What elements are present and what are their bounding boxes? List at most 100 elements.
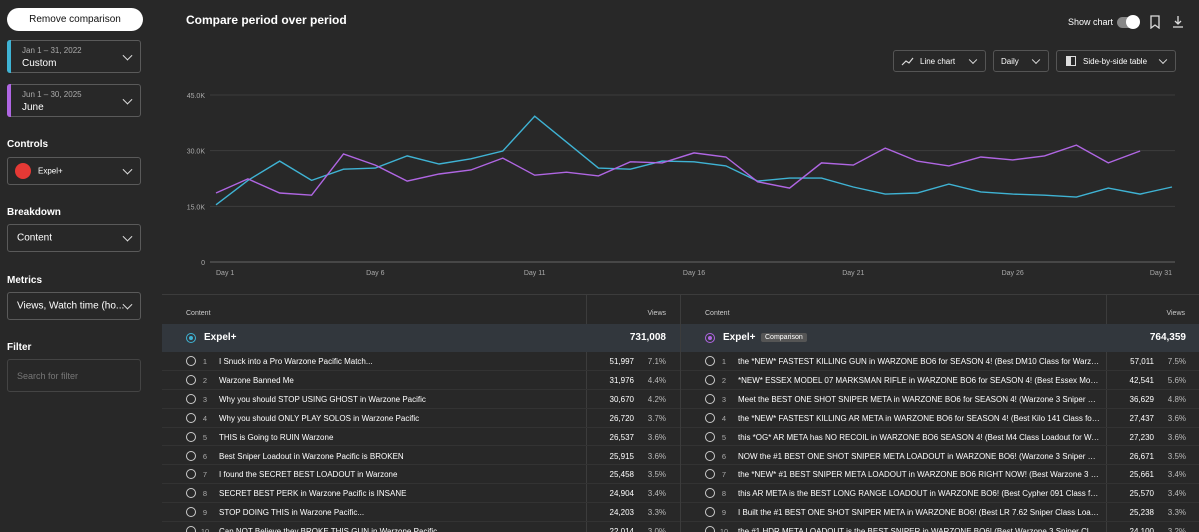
radio-button[interactable] (186, 507, 196, 518)
x-tick-label: Day 16 (683, 270, 705, 277)
row-number: 6 (721, 451, 727, 461)
show-chart-label: Show chart (1068, 17, 1114, 27)
views: 31,976 (609, 375, 634, 385)
breakdown-dropdown[interactable]: Content (7, 224, 141, 252)
views: 42,541 (1129, 375, 1154, 385)
radio-button[interactable] (705, 507, 715, 518)
period-selector[interactable]: Jan 1 – 31, 2022 Custom (7, 40, 141, 73)
table: Content Views Expel+ 731,008 1 I Snuck into a… (162, 295, 680, 532)
download-icon[interactable] (1172, 15, 1184, 29)
chart: 0 15.0K 30.0K 45.0K Day 1 Day 6 Day 11 Day 16 Da… (187, 93, 1175, 277)
chevron (968, 55, 978, 65)
views: 25,661 (1129, 470, 1154, 480)
share: 3.6% (1167, 432, 1186, 442)
controls-dropdown[interactable]: Expel+ (7, 157, 141, 185)
row-number: 10 (200, 527, 210, 532)
chevron (1031, 55, 1041, 65)
table-mode-dropdown[interactable]: Side-by-side table (1056, 50, 1176, 72)
remove-comparison-button[interactable]: Remove comparison (7, 8, 143, 31)
radio-button[interactable] (705, 393, 715, 404)
table-row: 7 the *NEW* #1 BEST SNIPER META LOADOUT i… (681, 465, 1199, 485)
video-title: Best Sniper Loadout in Warzone Pacific i… (219, 451, 404, 461)
radio-button[interactable] (186, 488, 196, 499)
radio-button[interactable] (186, 412, 196, 423)
page-title: Compare period over period (186, 13, 347, 27)
metrics-dropdown[interactable]: Views, Watch time (ho... (7, 292, 141, 320)
radio-button[interactable] (186, 526, 196, 532)
column-divider (1106, 295, 1107, 532)
radio-button[interactable] (186, 333, 196, 343)
row-number: 6 (202, 451, 208, 461)
radio-button[interactable] (186, 374, 196, 385)
interval-dropdown[interactable]: Daily (993, 50, 1049, 72)
filter-input[interactable]: Search for filter (7, 359, 141, 392)
radio-button[interactable] (705, 412, 715, 423)
views: 22,014 (609, 527, 634, 532)
period-color (7, 84, 11, 117)
section-heading: Controls (7, 139, 49, 150)
bookmark-icon[interactable] (1149, 15, 1161, 29)
radio-button[interactable] (186, 356, 196, 366)
total-row: Expel+ 731,008 (162, 324, 680, 352)
dropdown-value: Expel+ (38, 166, 63, 176)
toggle-knob (1126, 15, 1140, 29)
share: 3.3% (647, 508, 666, 518)
radio-button[interactable] (705, 526, 715, 532)
row-number: 8 (721, 489, 727, 499)
share: 3.6% (647, 451, 666, 461)
radio-button[interactable] (705, 431, 715, 442)
table-row: 5 THIS is Going to RUIN Warzone 26,537 3.6% (162, 428, 680, 447)
table-row: 9 I Built the #1 BEST ONE SHOT SNIPER MET… (681, 503, 1199, 523)
table-row: 2 Warzone Banned Me 31,976 4.4% (162, 371, 680, 390)
channel-icon (15, 163, 31, 179)
comparison-tables: Content Views Expel+ 731,008 1 I Snuck into a… (162, 294, 1199, 532)
column-header: Content (705, 310, 730, 317)
video-title: I Built the #1 BEST ONE SHOT SNIPER META… (738, 508, 1101, 518)
views: 51,997 (609, 357, 634, 366)
share: 3.6% (647, 432, 666, 442)
views: 25,570 (1129, 489, 1154, 499)
table-row: 6 Best Sniper Loadout in Warzone Pacific … (162, 447, 680, 466)
chart-type-dropdown[interactable]: Line chart (893, 50, 986, 72)
radio-button[interactable] (705, 450, 715, 461)
period-range: Jun 1 – 30, 2025 (22, 90, 82, 99)
radio-button[interactable] (705, 469, 715, 480)
period-selector[interactable]: Jun 1 – 30, 2025 June (7, 84, 141, 117)
radio-button[interactable] (186, 469, 196, 480)
table-row: 2 *NEW* ESSEX MODEL 07 MARKSMAN RIFLE in … (681, 371, 1199, 390)
radio-button[interactable] (705, 333, 715, 343)
x-tick-label: Day 6 (366, 270, 384, 277)
radio-button[interactable] (705, 356, 715, 366)
share: 3.5% (1167, 451, 1186, 461)
table-row: 10 Can NOT Believe they BROKE THIS GUN in… (162, 522, 680, 532)
row-number: 1 (721, 357, 727, 366)
show-chart-toggle[interactable] (1117, 15, 1140, 29)
radio-dot (708, 336, 712, 340)
radio-button[interactable] (186, 393, 196, 404)
row-number: 9 (202, 508, 208, 518)
x-tick-label: Day 21 (842, 270, 864, 277)
radio-button[interactable] (705, 488, 715, 499)
total-row: Expel+ Comparison 764,359 (681, 324, 1199, 352)
row-number: 8 (202, 489, 208, 499)
radio-button[interactable] (186, 450, 196, 461)
share: 3.4% (1167, 470, 1186, 480)
total-value: 731,008 (629, 332, 666, 343)
radio-button[interactable] (705, 374, 715, 385)
row-number: 10 (719, 527, 729, 532)
table-row: 7 I found the SECRET BEST LOADOUT in Warz… (162, 465, 680, 485)
line-icon (901, 57, 914, 66)
row-number: 3 (202, 394, 208, 404)
radio-button[interactable] (186, 431, 196, 442)
filter-placeholder: Search for filter (17, 370, 79, 381)
y-tick-label: 15.0K (187, 204, 206, 211)
dropdown-value: Daily (1001, 57, 1019, 66)
period-color (7, 40, 11, 73)
video-title: STOP DOING THIS in Warzone Pacific... (219, 508, 365, 518)
dropdown-value: Line chart (920, 57, 956, 66)
row-number: 7 (721, 470, 727, 480)
video-title: Warzone Banned Me (219, 375, 294, 385)
video-title: the *NEW* FASTEST KILLING AR META in WAR… (738, 413, 1101, 423)
row-number: 1 (202, 357, 208, 366)
dropdown-value: Side-by-side table (1083, 57, 1148, 66)
